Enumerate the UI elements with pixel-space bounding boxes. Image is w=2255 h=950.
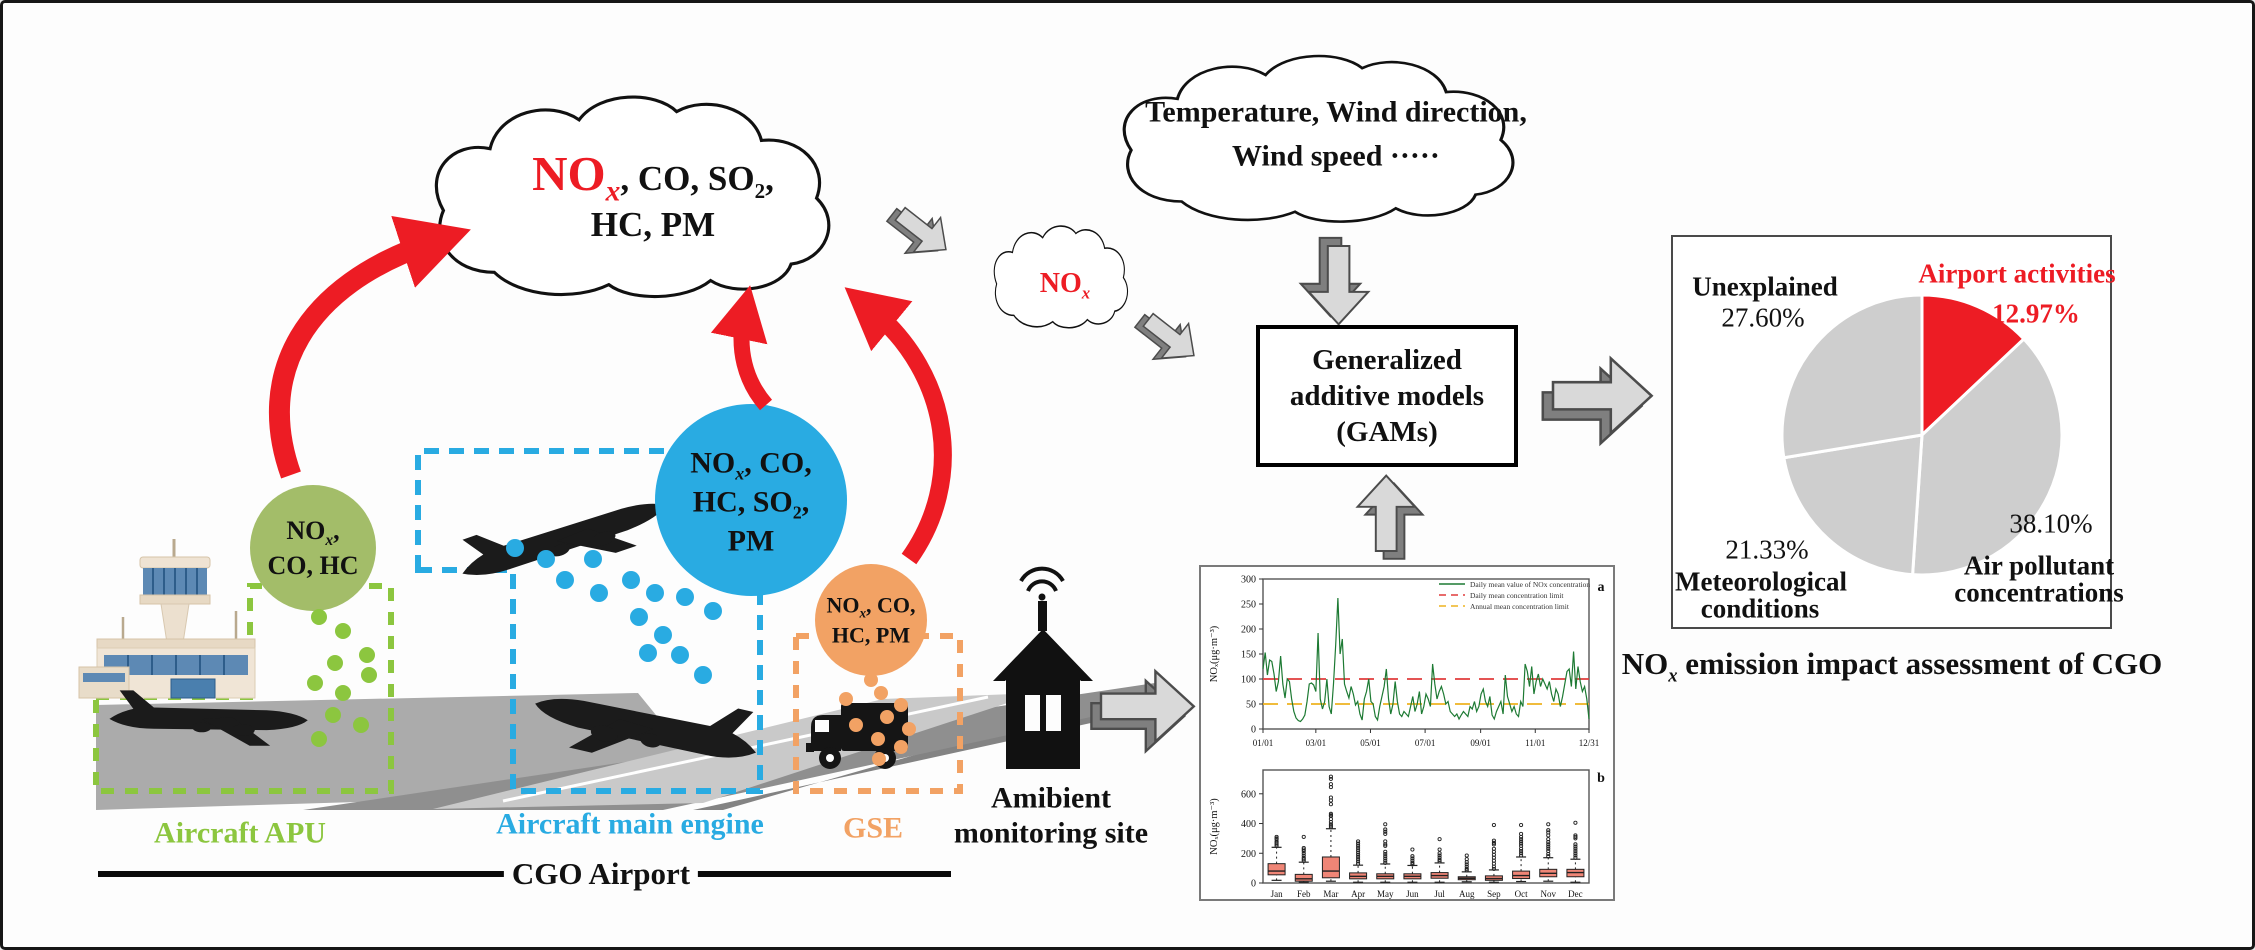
panel-letter-b: b bbox=[1597, 771, 1605, 786]
pie-slice bbox=[1911, 337, 2064, 577]
legend-entry: Daily mean concentration limit bbox=[1470, 591, 1564, 600]
main-engine-dashed-box bbox=[415, 448, 763, 794]
scene-graphics bbox=[78, 54, 1653, 877]
gams-line3: (GAMs) bbox=[1336, 416, 1438, 449]
flow-arrow-nox-to-gams bbox=[1125, 298, 1209, 379]
svg-text:600: 600 bbox=[1241, 789, 1256, 800]
ambient-monitoring-site-label: Amibient monitoring site bbox=[953, 781, 1149, 850]
svg-text:200: 200 bbox=[1241, 625, 1256, 636]
chart-a-ylabel: NOₓ(μg·m⁻³) bbox=[1209, 625, 1220, 682]
flow-arrow-site-to-chart bbox=[1090, 670, 1196, 753]
svg-text:Nov: Nov bbox=[1541, 889, 1557, 899]
pie-label-meteorological-2: conditions bbox=[1700, 593, 1820, 624]
attribution-pie-panel: Unexplained 27.60% Airport activities 12… bbox=[1671, 235, 2124, 629]
pollutant-cloud-text: NOx, CO, SO2, HC, PM bbox=[532, 145, 774, 244]
gse-emission-dots bbox=[839, 673, 916, 766]
svg-text:12/31: 12/31 bbox=[1579, 738, 1600, 748]
svg-text:0: 0 bbox=[1251, 879, 1256, 890]
result-caption: NOx emission impact assessment of CGO bbox=[1621, 646, 2163, 687]
cgo-airport-label: CGO Airport bbox=[503, 855, 699, 893]
svg-text:11/01: 11/01 bbox=[1525, 738, 1545, 748]
pie-slice bbox=[1920, 293, 2026, 437]
month-box bbox=[1512, 870, 1531, 880]
engine-to-cloud-arrow bbox=[710, 285, 773, 411]
flow-arrow-gams-to-pie bbox=[1541, 357, 1653, 445]
svg-text:01/01: 01/01 bbox=[1253, 738, 1274, 748]
flow-arrow-weather-to-gams bbox=[1299, 236, 1370, 326]
pie-pct-meteorological: 21.33% bbox=[1725, 534, 1809, 565]
legend-entry: Annual mean concentration limit bbox=[1470, 602, 1570, 611]
pie-slice bbox=[1780, 293, 1924, 460]
svg-text:Sep: Sep bbox=[1487, 889, 1501, 899]
apu-emission-dots bbox=[307, 609, 377, 747]
svg-text:Jun: Jun bbox=[1406, 889, 1419, 899]
flow-arrow-cloud-to-nox bbox=[877, 192, 961, 273]
apu-circle-text: NOx, CO, HC bbox=[267, 515, 359, 580]
pie-label-air-pollutant-1: Air pollutant bbox=[1963, 550, 2115, 581]
legend-entry: Daily mean value of NOx concentration bbox=[1470, 580, 1590, 589]
svg-text:200: 200 bbox=[1241, 849, 1256, 860]
main-engine-circle-text: NOx, CO, HC, SO2, PM bbox=[690, 446, 812, 558]
pie-pct-airport-activities: 12.97% bbox=[1992, 298, 2080, 329]
monitoring-charts-panel: 0 50 100 150 200 250 300 01/01 03/01 05/01 07/01 09… bbox=[1199, 565, 1615, 901]
svg-text:250: 250 bbox=[1241, 600, 1256, 611]
attribution-pie-chart bbox=[1780, 293, 2064, 577]
svg-text:09/01: 09/01 bbox=[1470, 738, 1491, 748]
monitoring-station-icon bbox=[993, 566, 1093, 769]
flow-arrow-chart-to-gams bbox=[1356, 474, 1424, 560]
pie-pct-air-pollutant: 38.10% bbox=[2009, 508, 2093, 539]
gse-emissions-circle bbox=[815, 564, 927, 676]
svg-text:03/01: 03/01 bbox=[1306, 738, 1327, 748]
pie-label-air-pollutant-2: concentrations bbox=[1954, 577, 2124, 608]
aircraft-apu-label: Aircraft APU bbox=[154, 816, 326, 850]
apu-to-cloud-arrow bbox=[268, 216, 471, 479]
aircraft-main-engine-label: Aircraft main engine bbox=[496, 807, 764, 841]
svg-text:400: 400 bbox=[1241, 819, 1256, 830]
nox-label: NOx bbox=[532, 145, 621, 208]
nox-concentration-charts: 0 50 100 150 200 250 300 01/01 03/01 05/01 07/01 09… bbox=[1209, 575, 1605, 900]
svg-text:Feb: Feb bbox=[1297, 889, 1311, 899]
pie-label-unexplained: Unexplained bbox=[1692, 271, 1838, 302]
main-engine-emission-dots bbox=[506, 539, 722, 684]
gams-model-box: Generalized additive models (GAMs) bbox=[1256, 325, 1518, 467]
svg-text:Jul: Jul bbox=[1434, 889, 1445, 899]
month-box bbox=[1267, 863, 1286, 876]
main-engine-emissions-circle bbox=[655, 404, 847, 596]
panel-letter-a: a bbox=[1598, 580, 1605, 595]
pie-pct-unexplained: 27.60% bbox=[1721, 302, 1805, 333]
chart-b-frame bbox=[1262, 769, 1590, 884]
svg-text:Oct: Oct bbox=[1515, 889, 1528, 899]
gams-line1: Generalized bbox=[1312, 343, 1462, 376]
svg-text:Aug: Aug bbox=[1459, 889, 1475, 899]
svg-text:300: 300 bbox=[1241, 575, 1256, 586]
svg-text:Jan: Jan bbox=[1271, 889, 1283, 899]
svg-text:100: 100 bbox=[1241, 675, 1256, 686]
pie-label-meteorological-1: Meteorological bbox=[1675, 566, 1847, 597]
svg-text:Mar: Mar bbox=[1323, 889, 1338, 899]
svg-text:07/01: 07/01 bbox=[1415, 738, 1436, 748]
gams-line2: additive models bbox=[1289, 379, 1485, 412]
gse-label: GSE bbox=[842, 811, 904, 845]
svg-text:05/01: 05/01 bbox=[1360, 738, 1381, 748]
svg-text:May: May bbox=[1377, 889, 1394, 899]
svg-text:150: 150 bbox=[1241, 650, 1256, 661]
chart-b-ylabel: NOₓ(μg·m⁻³) bbox=[1209, 798, 1220, 855]
svg-text:0: 0 bbox=[1251, 725, 1256, 736]
pie-label-airport-activities: Airport activities bbox=[1918, 258, 2116, 289]
nox-cloud-text: NOx bbox=[1039, 267, 1091, 303]
svg-text:Apr: Apr bbox=[1351, 889, 1365, 899]
svg-text:Dec: Dec bbox=[1568, 889, 1583, 899]
apu-emissions-circle bbox=[250, 485, 376, 611]
month-box bbox=[1294, 873, 1313, 882]
daily-nox-series-line bbox=[1262, 597, 1590, 723]
month-box bbox=[1321, 856, 1340, 879]
gse-to-cloud-arrow bbox=[844, 287, 952, 565]
svg-text:50: 50 bbox=[1246, 700, 1256, 711]
pie-slice bbox=[1782, 433, 1924, 577]
gse-circle-text: NOx, CO, HC, PM bbox=[826, 592, 916, 647]
weather-cloud-text: Temperature, Wind direction, Wind speed … bbox=[1145, 95, 1527, 173]
control-tower bbox=[78, 539, 256, 699]
